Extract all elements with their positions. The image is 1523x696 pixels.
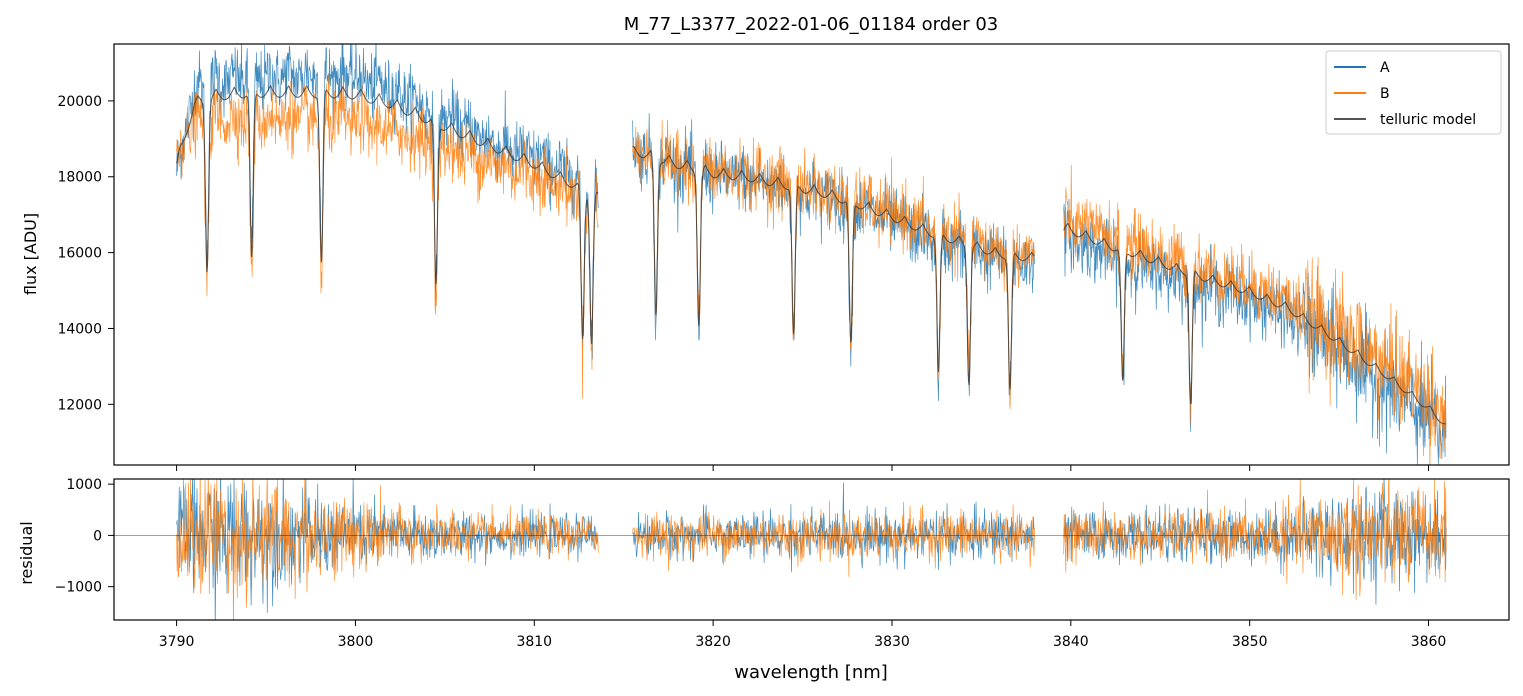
x-tick-label: 3840 [1053, 634, 1089, 650]
x-tick-label: 3860 [1411, 634, 1447, 650]
flux-y-tick-label: 20000 [57, 94, 102, 110]
flux-y-axis-label: flux [ADU] [21, 213, 40, 295]
x-tick-label: 3830 [874, 634, 910, 650]
residual-y-ticks: −1000 0 1000 [55, 477, 114, 596]
x-axis-label: wavelength [nm] [734, 662, 888, 683]
residual-y-tick-label: 0 [93, 528, 102, 544]
residual-line-b-seg3 [1063, 479, 1447, 601]
flux-line-telluric-model-seg1 [176, 84, 599, 345]
x-tick-label: 3800 [338, 634, 374, 650]
flux-y-tick-label: 12000 [57, 397, 102, 413]
residual-y-axis-label: residual [17, 521, 36, 584]
legend-box [1325, 50, 1502, 135]
flux-y-tick-label: 14000 [57, 321, 102, 337]
flux-line-telluric-model-seg3 [1063, 222, 1446, 425]
flux-x-ticks [176, 465, 1430, 471]
x-tick-label: 3810 [516, 634, 552, 650]
x-tick-label: 3820 [695, 634, 731, 650]
legend-label-a: A [1380, 60, 1390, 76]
flux-axes-frame [113, 43, 1510, 466]
flux-line-telluric-model-seg2 [632, 145, 1035, 390]
flux-line-b-seg3 [1063, 165, 1447, 465]
flux-series-group [176, 44, 1447, 465]
chart-title: M_77_L3377_2022-01-06_01184 order 03 [624, 14, 998, 35]
flux-line-a-seg1 [176, 44, 599, 360]
residual-y-tick-label: 1000 [66, 477, 102, 493]
x-tick-label: 3850 [1232, 634, 1268, 650]
legend: A B telluric model [1325, 50, 1502, 135]
x-tick-label: 3790 [159, 634, 195, 650]
flux-y-ticks: 12000 14000 16000 18000 20000 [57, 94, 114, 413]
legend-label-telluric: telluric model [1380, 112, 1476, 128]
residual-line-b-seg1 [176, 479, 599, 620]
flux-panel: 12000 14000 16000 18000 20000 flux [ADU] A B… [21, 43, 1510, 471]
legend-label-b: B [1380, 86, 1390, 102]
residual-series-group [114, 479, 1509, 620]
residual-x-ticks: 3790 3800 3810 3820 3830 3840 3850 3860 [159, 620, 1447, 650]
flux-line-a-seg3 [1063, 199, 1447, 465]
flux-line-b-seg1 [176, 75, 599, 399]
residual-y-tick-label: −1000 [55, 580, 102, 596]
flux-y-tick-label: 18000 [57, 170, 102, 186]
residual-line-b-seg2 [632, 500, 1035, 578]
flux-y-tick-label: 16000 [57, 246, 102, 262]
residual-axes-frame [113, 478, 1510, 621]
